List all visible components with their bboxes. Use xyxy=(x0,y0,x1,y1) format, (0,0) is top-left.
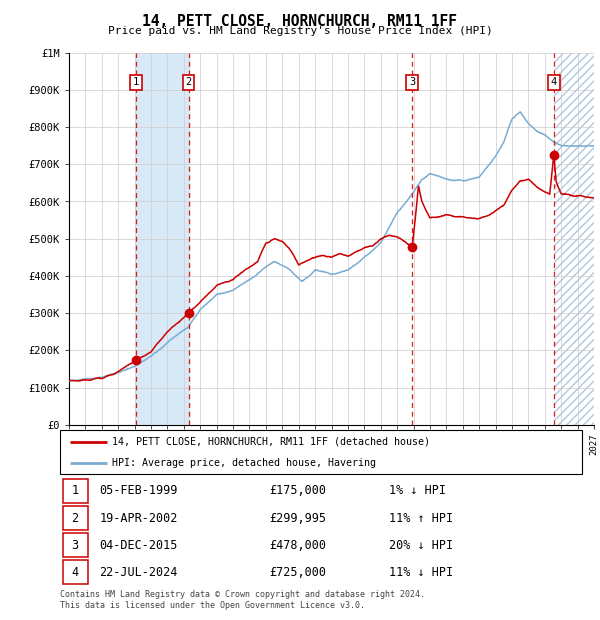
Text: 2: 2 xyxy=(71,512,79,525)
Text: 3: 3 xyxy=(71,539,79,552)
Text: HPI: Average price, detached house, Havering: HPI: Average price, detached house, Have… xyxy=(112,458,376,468)
Text: 05-FEB-1999: 05-FEB-1999 xyxy=(99,484,178,497)
Text: Price paid vs. HM Land Registry's House Price Index (HPI): Price paid vs. HM Land Registry's House … xyxy=(107,26,493,36)
Text: £478,000: £478,000 xyxy=(269,539,326,552)
Text: 22-JUL-2024: 22-JUL-2024 xyxy=(99,566,178,579)
Text: £299,995: £299,995 xyxy=(269,512,326,525)
Text: 11% ↑ HPI: 11% ↑ HPI xyxy=(389,512,453,525)
FancyBboxPatch shape xyxy=(62,506,88,530)
Text: 19-APR-2002: 19-APR-2002 xyxy=(99,512,178,525)
Text: 14, PETT CLOSE, HORNCHURCH, RM11 1FF (detached house): 14, PETT CLOSE, HORNCHURCH, RM11 1FF (de… xyxy=(112,436,430,447)
Text: £175,000: £175,000 xyxy=(269,484,326,497)
Text: £725,000: £725,000 xyxy=(269,566,326,579)
FancyBboxPatch shape xyxy=(62,560,88,584)
Text: 04-DEC-2015: 04-DEC-2015 xyxy=(99,539,178,552)
Text: 11% ↓ HPI: 11% ↓ HPI xyxy=(389,566,453,579)
Text: 1: 1 xyxy=(133,78,139,87)
Text: 4: 4 xyxy=(71,566,79,579)
Text: This data is licensed under the Open Government Licence v3.0.: This data is licensed under the Open Gov… xyxy=(60,601,365,611)
Text: 1% ↓ HPI: 1% ↓ HPI xyxy=(389,484,446,497)
Text: 3: 3 xyxy=(409,78,415,87)
Text: Contains HM Land Registry data © Crown copyright and database right 2024.: Contains HM Land Registry data © Crown c… xyxy=(60,590,425,600)
Text: 14, PETT CLOSE, HORNCHURCH, RM11 1FF: 14, PETT CLOSE, HORNCHURCH, RM11 1FF xyxy=(143,14,458,29)
Text: 2: 2 xyxy=(185,78,192,87)
Text: 20% ↓ HPI: 20% ↓ HPI xyxy=(389,539,453,552)
Text: 1: 1 xyxy=(71,484,79,497)
Text: 4: 4 xyxy=(551,78,557,87)
FancyBboxPatch shape xyxy=(62,479,88,503)
FancyBboxPatch shape xyxy=(60,430,582,474)
FancyBboxPatch shape xyxy=(62,533,88,557)
